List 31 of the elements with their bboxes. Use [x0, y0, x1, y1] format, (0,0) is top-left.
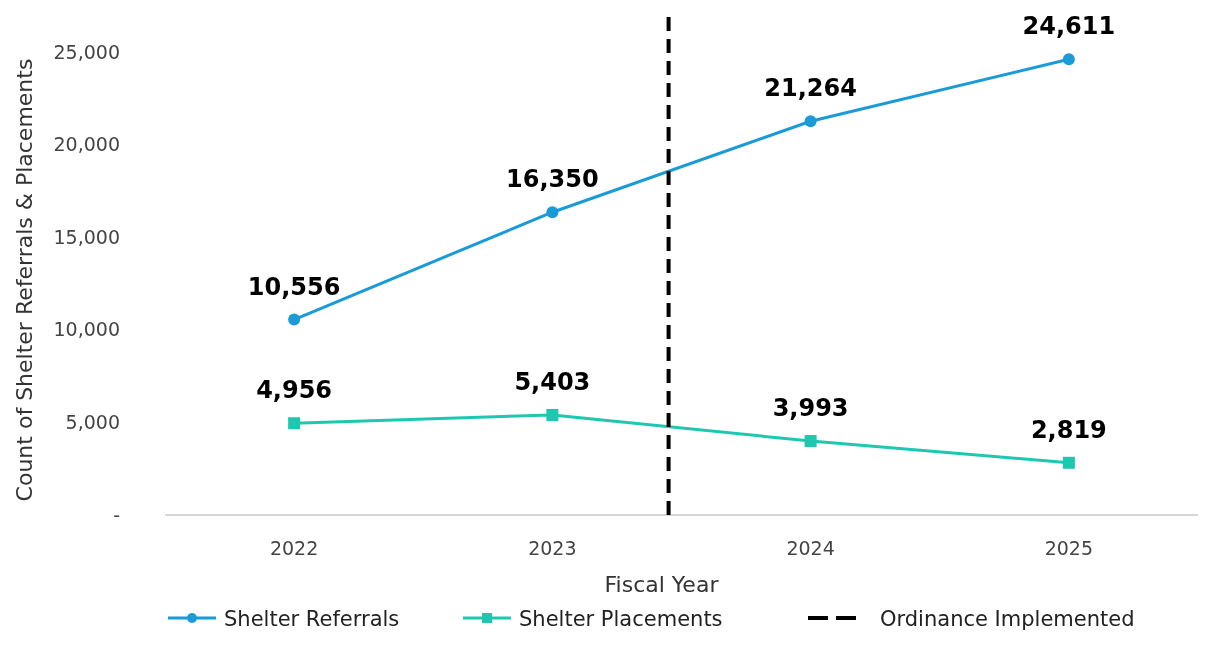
point [288, 417, 301, 430]
x-tick-label: 2025 [1044, 537, 1094, 559]
y-axis-title: Count of Shelter Referrals & Placements [12, 58, 37, 502]
x-tick-label: 2023 [528, 537, 577, 559]
data-label: 16,350 [506, 165, 599, 194]
point [804, 435, 817, 448]
data-label: 3,993 [772, 394, 849, 423]
data-label: 24,611 [1022, 12, 1116, 41]
y-tick-label: 15,000 [53, 225, 120, 248]
legend-label: Ordinance Implemented [880, 607, 1135, 631]
data-label: 5,403 [514, 367, 591, 396]
point [1062, 456, 1075, 469]
x-tick-label: 2024 [786, 537, 835, 559]
point [546, 206, 559, 219]
y-tick-label: 20,000 [53, 133, 120, 156]
data-label: 10,556 [247, 272, 341, 301]
legend-label: Shelter Placements [519, 607, 723, 631]
legend-label: Shelter Referrals [224, 607, 400, 631]
x-tick-label: 2022 [269, 537, 319, 559]
point [288, 313, 301, 326]
data-label: 2,819 [1030, 415, 1107, 444]
y-tick-label: - [113, 503, 120, 526]
x-axis-title: Fiscal Year [604, 572, 720, 597]
y-tick-label: 5,000 [65, 411, 120, 434]
point [1062, 53, 1075, 66]
data-label: 21,264 [764, 74, 857, 103]
point [546, 408, 559, 421]
y-tick-label: 10,000 [53, 318, 120, 341]
data-label: 4,956 [256, 376, 333, 405]
y-tick-label: 25,000 [53, 40, 120, 63]
point [804, 115, 817, 128]
